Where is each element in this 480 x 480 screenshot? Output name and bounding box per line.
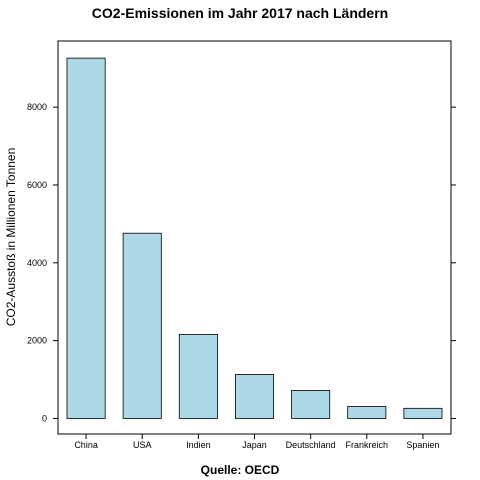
y-axis: 0 2000 4000 6000 8000 [27,102,456,423]
bar-usa [122,232,162,419]
x-tick-label: China [74,440,98,450]
y-tick-label: 2000 [27,336,47,346]
x-tick-label: Spanien [406,440,439,450]
x-tick-label: Japan [242,440,267,450]
x-axis: China USA Indien Japan Deutschland Frankreich… [74,434,439,450]
bar-deutschland [291,390,331,419]
x-tick-label: USA [133,440,152,450]
chart-title: CO2-Emissionen im Jahr 2017 nach Ländern [92,5,388,21]
bar-frankreich [347,405,387,419]
bar-spanien [403,407,443,419]
x-tick-label: Deutschland [286,440,336,450]
y-tick-label: 6000 [27,180,47,190]
bar-indien [178,333,218,419]
x-tick-label: Indien [186,440,211,450]
y-tick-label: 0 [42,413,47,423]
bar-china [66,57,106,419]
bar-japan [235,374,274,419]
bars-group [66,57,443,419]
y-axis-label: CO2-Ausstoß in Millionen Tonnen [4,148,18,327]
y-tick-label: 8000 [27,102,47,112]
x-axis-label: Quelle: OECD [201,463,280,477]
x-tick-label: Frankreich [346,440,389,450]
y-tick-label: 4000 [27,258,47,268]
